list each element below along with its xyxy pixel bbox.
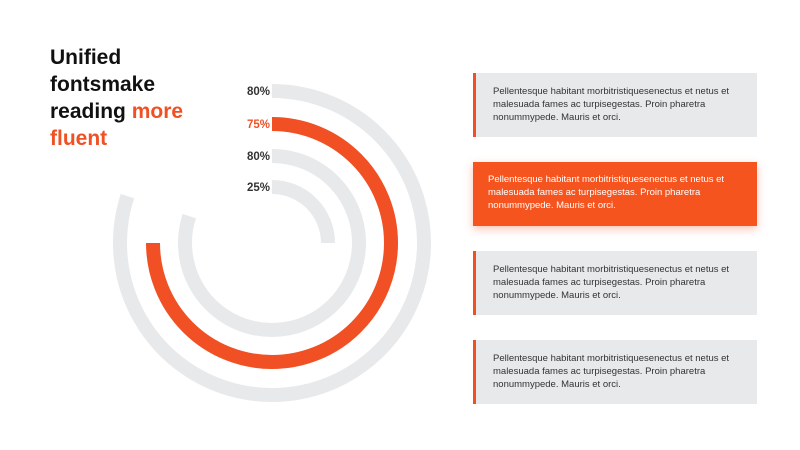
title-line-3: reading more bbox=[50, 98, 240, 125]
text-box-1[interactable]: Pellentesque habitant morbitristiquesene… bbox=[473, 73, 757, 137]
radial-bar-label-2: 75% bbox=[247, 119, 270, 131]
text-box-3-text: Pellentesque habitant morbitristiquesene… bbox=[493, 264, 730, 301]
radial-bar-4 bbox=[271, 180, 335, 244]
text-box-2[interactable]: Pellentesque habitant morbitristiquesene… bbox=[473, 162, 757, 226]
radial-bar-2 bbox=[146, 117, 398, 369]
radial-bar-label-3: 80% bbox=[247, 151, 270, 163]
chart-tracks bbox=[113, 84, 431, 402]
title-line-2: fontsmake bbox=[50, 73, 156, 96]
text-box-4[interactable]: Pellentesque habitant morbitristiquesene… bbox=[473, 340, 757, 404]
slide-title: Unified fontsmake reading more fluent bbox=[50, 44, 240, 152]
radial-bar-label-4: 25% bbox=[247, 182, 270, 194]
radial-bar-1 bbox=[113, 84, 431, 402]
text-box-4-text: Pellentesque habitant morbitristiquesene… bbox=[493, 353, 730, 390]
title-line-3-accent: more bbox=[131, 100, 184, 123]
chart-bars bbox=[146, 117, 398, 369]
radial-bar-3 bbox=[178, 149, 366, 337]
title-line-1: Unified bbox=[50, 46, 122, 69]
text-box-2-text: Pellentesque habitant morbitristiquesene… bbox=[488, 174, 725, 211]
radial-bar-label-1: 80% bbox=[247, 86, 270, 98]
chart-labels: 80% 75% 80% 25% bbox=[247, 86, 270, 194]
title-line-4: fluent bbox=[50, 127, 108, 150]
title-line-3-plain: reading bbox=[50, 100, 126, 123]
text-box-1-text: Pellentesque habitant morbitristiquesene… bbox=[493, 86, 730, 123]
text-box-3[interactable]: Pellentesque habitant morbitristiquesene… bbox=[473, 251, 757, 315]
